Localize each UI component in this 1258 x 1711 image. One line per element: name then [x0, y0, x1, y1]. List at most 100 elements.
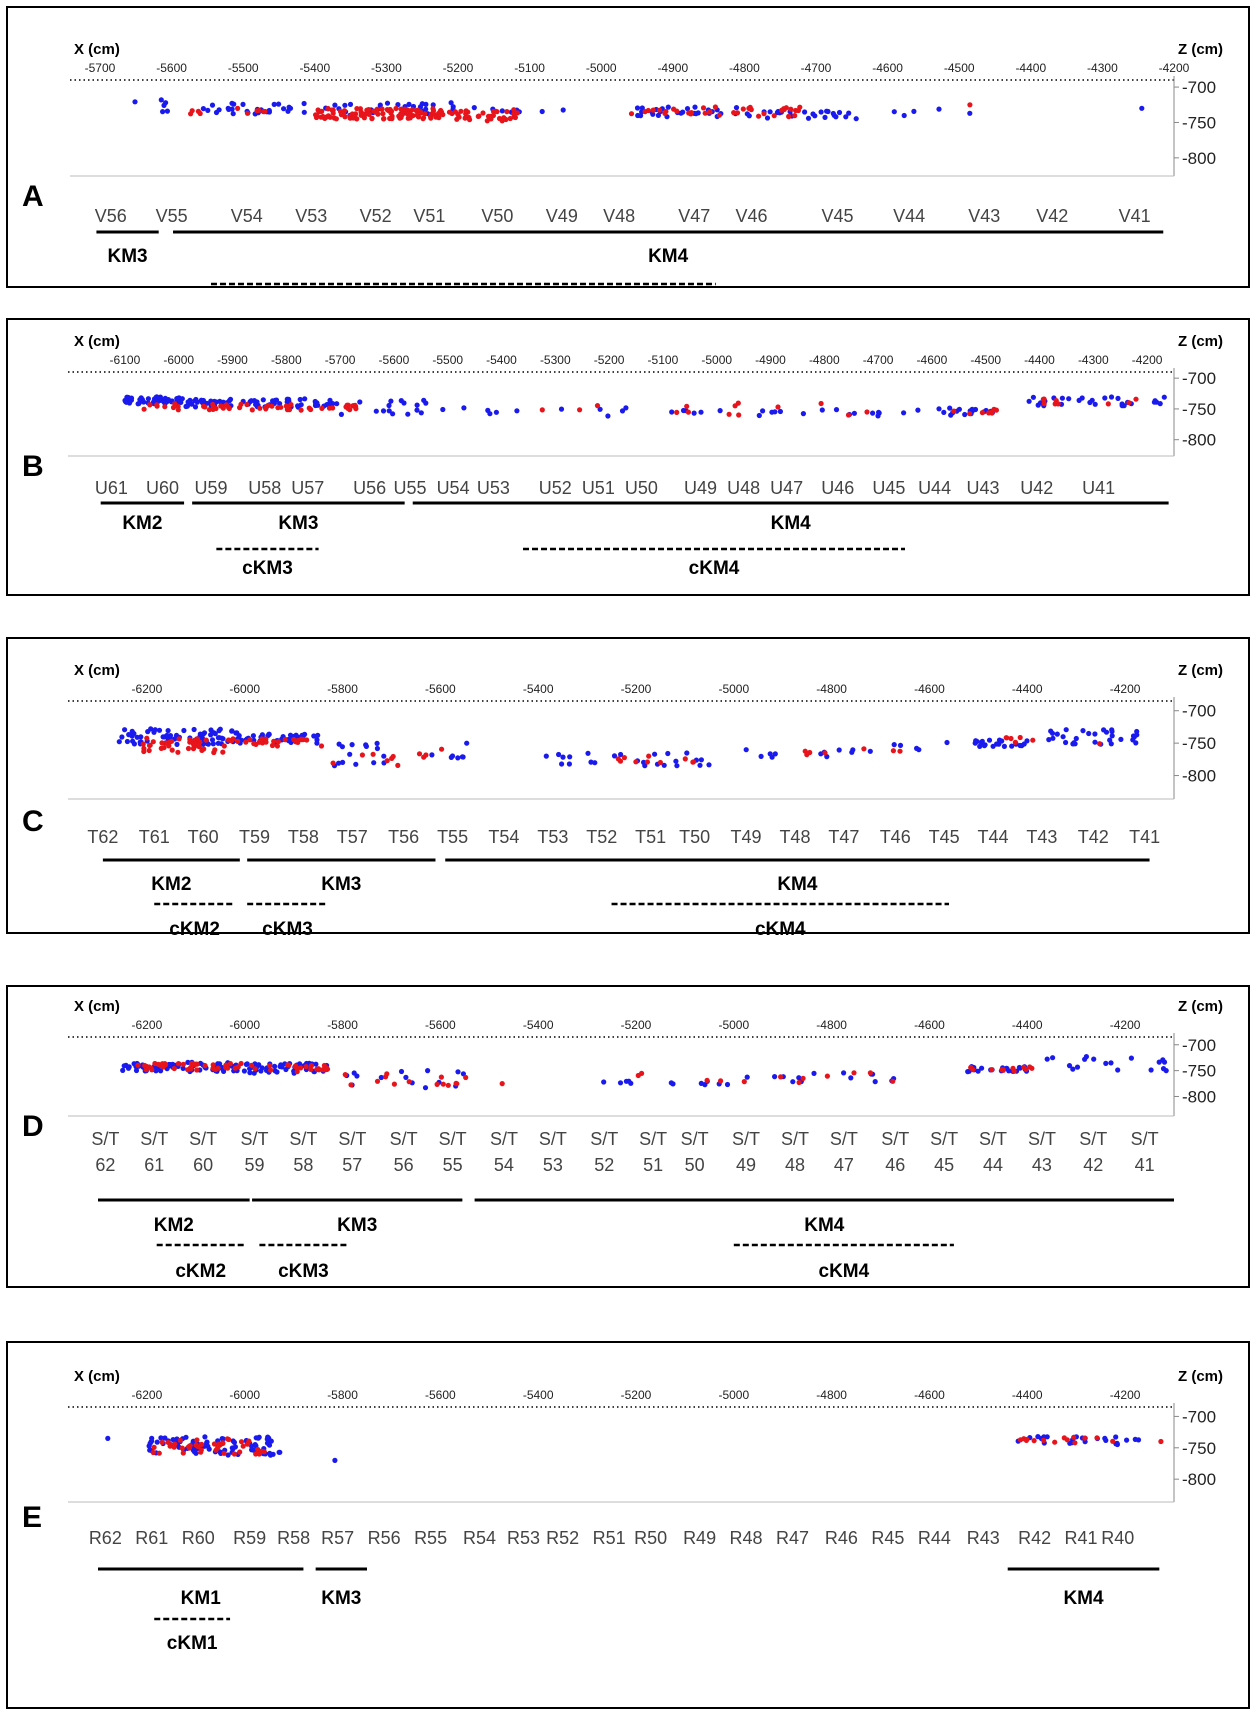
point-blue [673, 758, 679, 764]
point-blue [756, 412, 762, 419]
unit-label: KM3 [321, 1588, 361, 1609]
point-red [1133, 396, 1139, 402]
x-tick-label: -5200 [621, 1388, 652, 1402]
point-blue [744, 1074, 750, 1080]
point-red [731, 110, 737, 116]
point-blue [850, 747, 856, 753]
point-red [796, 1079, 802, 1086]
point-blue [944, 739, 950, 746]
point-red [159, 1439, 165, 1445]
square-label: T41 [1129, 827, 1160, 847]
x-tick-label: -5100 [648, 353, 679, 367]
point-blue [1092, 731, 1098, 737]
point-red [427, 114, 434, 120]
x-tick-label: -5200 [443, 61, 474, 75]
point-red [198, 1447, 204, 1453]
unit-label: KM4 [771, 513, 812, 534]
point-blue [200, 106, 206, 112]
x-tick-label: -4800 [816, 1388, 847, 1402]
point-blue [156, 727, 163, 733]
x-tick-label: -4800 [729, 61, 760, 75]
point-blue [979, 1065, 985, 1071]
point-blue [471, 105, 477, 111]
square-label: T53 [537, 827, 568, 847]
z-tick-label: -800 [1182, 1470, 1216, 1489]
point-red [504, 109, 510, 115]
point-blue [1070, 1066, 1076, 1072]
x-tick-label: -5000 [586, 61, 617, 75]
point-red [348, 1082, 354, 1088]
point-red [154, 402, 160, 408]
square-label: V49 [546, 206, 578, 226]
point-blue [936, 406, 942, 412]
point-blue [1001, 743, 1008, 749]
point-red [440, 112, 446, 118]
point-red [674, 108, 680, 114]
point-blue [634, 105, 641, 111]
square-number: 55 [443, 1155, 463, 1175]
x-tick-label: -5600 [425, 1018, 456, 1032]
point-red [202, 1063, 208, 1069]
point-blue [197, 731, 203, 737]
point-red [179, 1445, 185, 1451]
square-label: R54 [463, 1528, 496, 1548]
square-label: R59 [233, 1528, 266, 1548]
point-red [463, 1074, 469, 1081]
point-blue [846, 110, 852, 116]
point-red [702, 110, 708, 116]
square-number: 41 [1135, 1155, 1155, 1175]
point-red [156, 1450, 162, 1456]
point-blue [1074, 1064, 1081, 1070]
point-red [244, 1441, 251, 1447]
square-number: 58 [293, 1155, 313, 1175]
unit-label: KM2 [151, 874, 191, 895]
x-tick-label: -5600 [425, 1388, 456, 1402]
x-tick-label: -5800 [327, 1018, 358, 1032]
point-red [381, 116, 387, 122]
point-blue [255, 1435, 261, 1441]
point-blue [911, 108, 917, 114]
square-label: V53 [295, 206, 327, 226]
chart-panel-a: X (cm) Z (cm) -5700 -5600 -5500 -5400 -5300 -52… [6, 6, 1250, 288]
unit-label: KM4 [648, 246, 689, 267]
x-tick-label: -5000 [718, 682, 749, 696]
point-red [221, 1450, 227, 1456]
unit-label: KM3 [321, 874, 361, 895]
point-blue [1044, 1056, 1050, 1062]
point-blue [181, 727, 187, 734]
point-blue [327, 397, 333, 403]
square-label: V46 [736, 206, 768, 226]
point-red [688, 110, 695, 116]
point-blue [1071, 740, 1077, 746]
point-blue [145, 396, 151, 402]
point-blue [258, 1068, 264, 1074]
square-label: V54 [231, 206, 263, 226]
square-label: V56 [95, 206, 127, 226]
x-tick-label: -5400 [523, 682, 554, 696]
point-blue [650, 111, 656, 117]
point-blue [374, 740, 380, 746]
x-tick-label: -5500 [228, 61, 259, 75]
point-blue [941, 409, 947, 415]
point-red [1041, 401, 1047, 407]
point-blue [230, 1438, 236, 1444]
x-tick-label: -4900 [657, 61, 688, 75]
point-red [223, 1064, 229, 1070]
point-blue [897, 742, 904, 748]
point-red [318, 743, 325, 749]
z-tick-label: -750 [1182, 113, 1216, 132]
x-tick-label: -5500 [432, 353, 463, 367]
point-red [1041, 1437, 1047, 1443]
square-label: T46 [880, 827, 911, 847]
point-red [292, 1064, 298, 1070]
point-blue [380, 408, 387, 414]
point-red [663, 108, 669, 115]
point-blue [1133, 740, 1139, 746]
point-blue [301, 100, 307, 107]
x-tick-label: -4600 [914, 1018, 945, 1032]
point-blue [205, 741, 211, 747]
point-blue [693, 111, 699, 117]
point-blue [611, 753, 618, 759]
square-label: T57 [337, 827, 368, 847]
point-blue [1030, 394, 1036, 400]
